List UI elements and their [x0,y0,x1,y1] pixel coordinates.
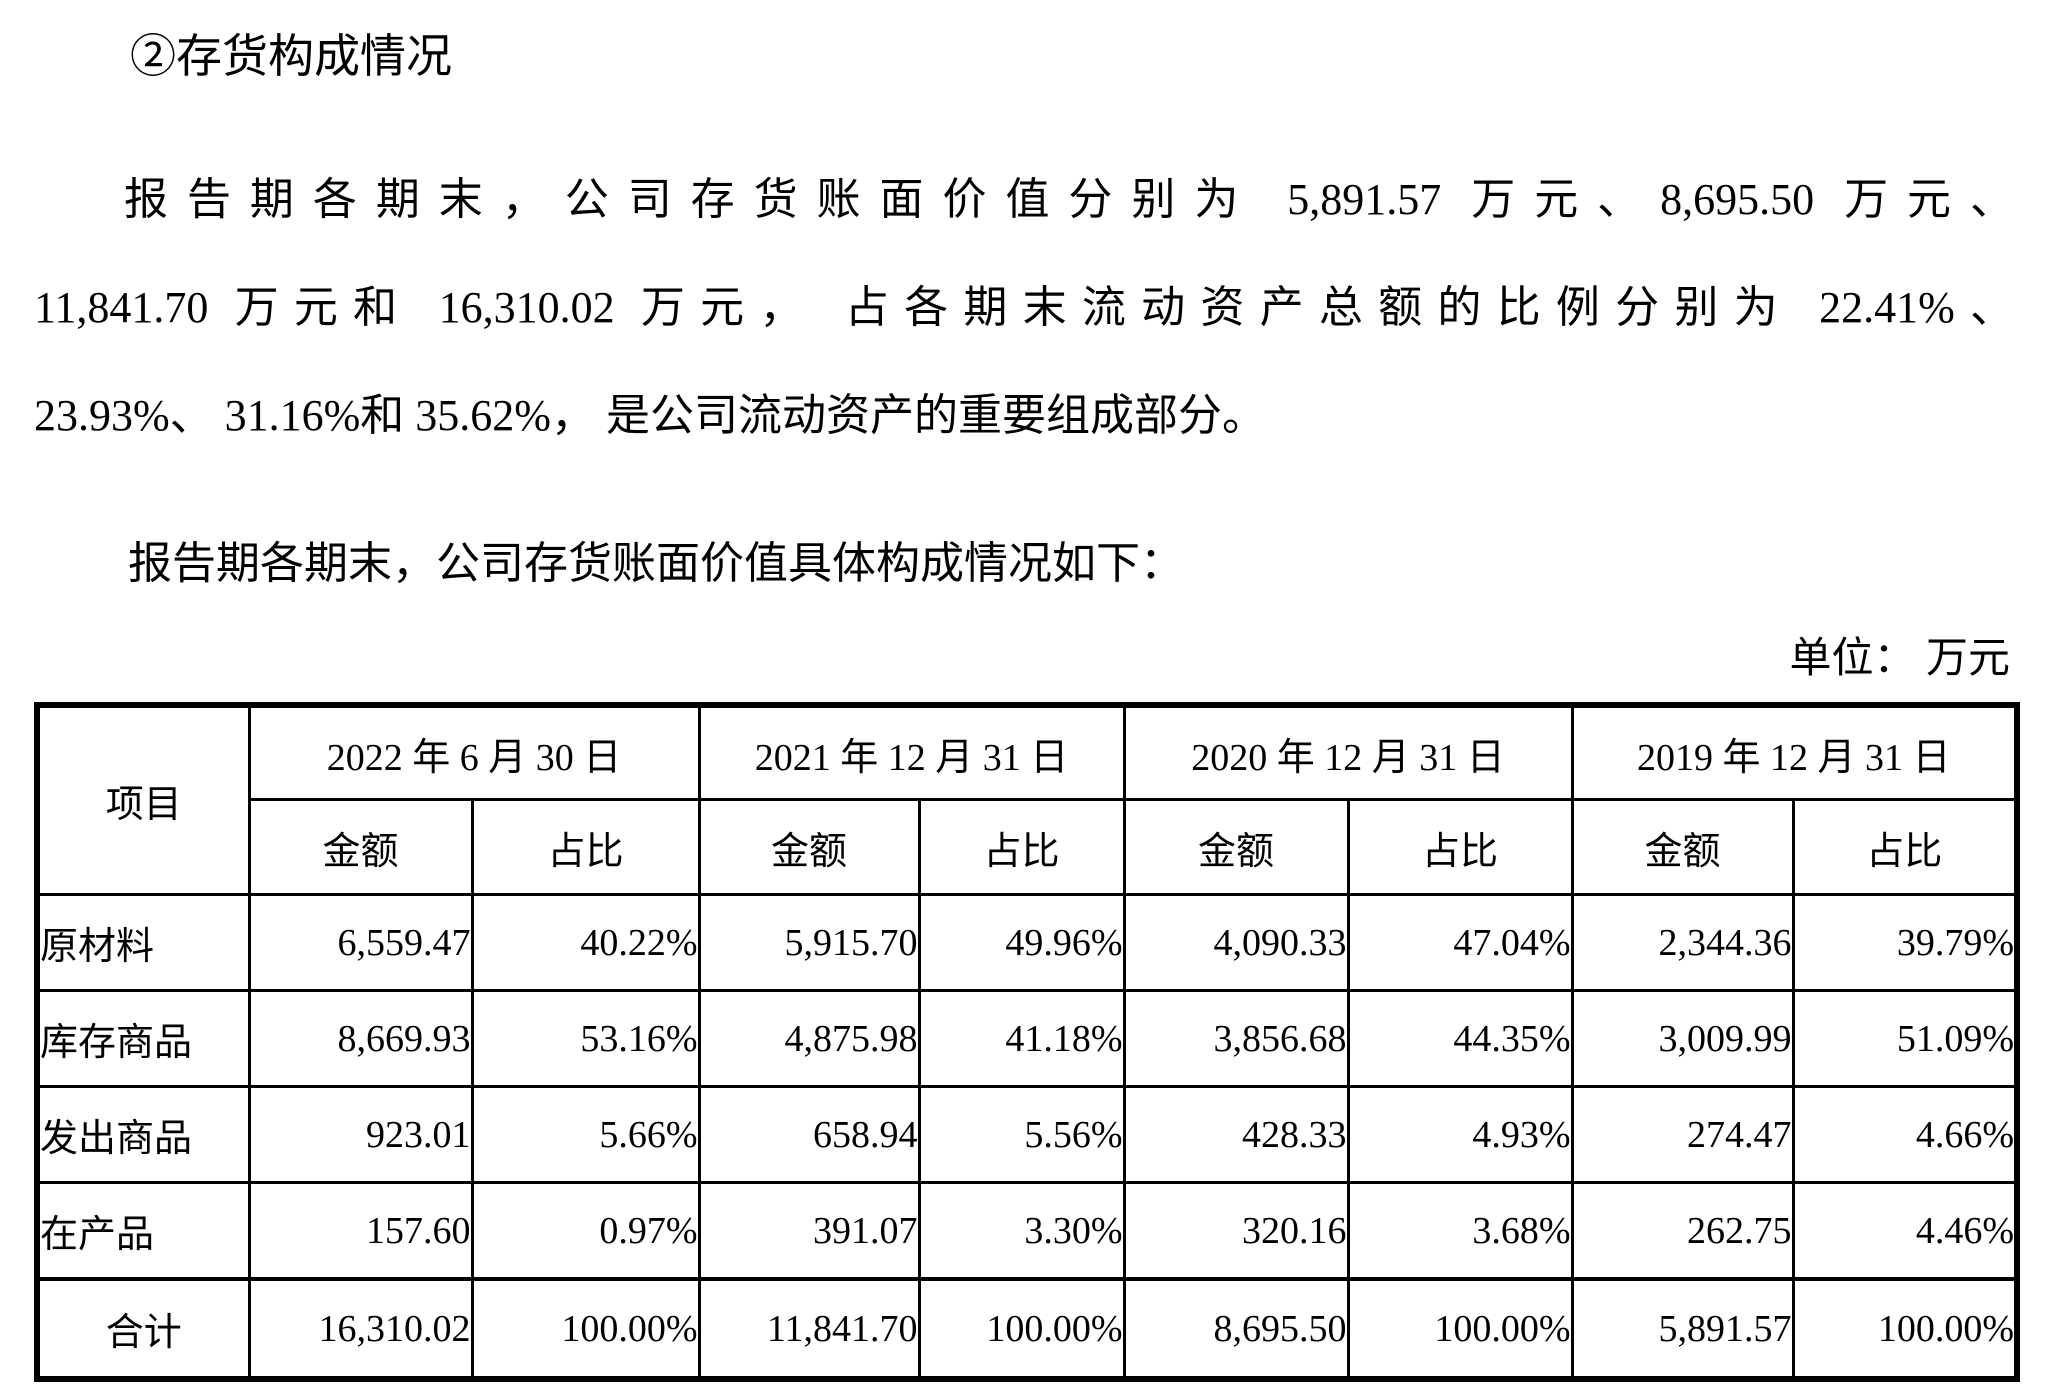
cell-ratio: 40.22% [470,893,701,992]
cell-amount: 391.07 [697,1181,921,1281]
total-cell-amount: 11,841.70 [697,1277,921,1381]
table-row-work-in-progress: 在产品 157.60 0.97% 391.07 3.30% 320.16 3.6… [35,1181,2019,1281]
total-cell-ratio: 100.00% [1346,1277,1574,1381]
header-amount-2022: 金额 [247,798,474,896]
inventory-composition-table: 项目 2022 年 6 月 30 日 2021 年 12 月 31 日 2020… [34,702,2021,1382]
cell-amount: 6,559.47 [247,893,474,992]
header-item: 项目 [35,703,251,896]
cell-amount: 157.60 [247,1181,474,1281]
header-ratio-2021: 占比 [917,798,1126,896]
cell-ratio: 5.66% [470,1085,701,1184]
header-ratio-2022: 占比 [470,798,701,896]
section-title: ②存货构成情况 [130,31,452,82]
cell-ratio: 51.09% [1791,989,2019,1088]
row-item-label: 库存商品 [35,989,251,1088]
cell-amount: 658.94 [697,1085,921,1184]
cell-amount: 4,875.98 [697,989,921,1088]
header-ratio-2020: 占比 [1346,798,1574,896]
paragraph-line-2: 11,841.70 万元和 16,310.02 万元， 占各期末流动资产总额的比… [34,283,2014,332]
cell-ratio: 41.18% [917,989,1126,1088]
table-row-finished-goods: 库存商品 8,669.93 53.16% 4,875.98 41.18% 3,8… [35,989,2019,1088]
cell-ratio: 0.97% [470,1181,701,1281]
cell-ratio: 49.96% [917,893,1126,992]
cell-ratio: 4.66% [1791,1085,2019,1184]
cell-ratio: 4.46% [1791,1181,2019,1281]
table-row-goods-in-transit: 发出商品 923.01 5.66% 658.94 5.56% 428.33 4.… [35,1085,2019,1184]
table-header-subrow: 金额 占比 金额 占比 金额 占比 金额 占比 [37,798,2019,896]
cell-ratio: 47.04% [1346,893,1574,992]
table-row-raw-materials: 原材料 6,559.47 40.22% 5,915.70 49.96% 4,09… [35,893,2019,992]
cell-amount: 274.47 [1570,1085,1795,1184]
table-row-total: 合计 16,310.02 100.00% 11,841.70 100.00% 8… [35,1277,2019,1381]
total-cell-ratio: 100.00% [1791,1277,2019,1381]
cell-amount: 5,915.70 [697,893,921,992]
cell-amount: 8,669.93 [247,989,474,1088]
cell-ratio: 5.56% [917,1085,1126,1184]
cell-amount: 3,009.99 [1570,989,1795,1088]
table-header-periods-row: 项目 2022 年 6 月 30 日 2021 年 12 月 31 日 2020… [35,703,2019,896]
cell-amount: 3,856.68 [1122,989,1350,1088]
unit-label: 单位： 万元 [1789,636,2010,682]
total-cell-amount: 8,695.50 [1122,1277,1350,1381]
paragraph-line-3: 23.93%、 31.16%和 35.62%， 是公司流动资产的重要组成部分。 [34,391,1266,440]
cell-ratio: 4.93% [1346,1085,1574,1184]
cell-amount: 4,090.33 [1122,893,1350,992]
cell-ratio: 3.30% [917,1181,1126,1281]
cell-amount: 428.33 [1122,1085,1350,1184]
row-item-label: 原材料 [35,893,251,992]
total-cell-ratio: 100.00% [470,1277,701,1381]
paragraph-inventory-values: 报告期各期末，公司存货账面价值分别为 5,891.57 万元、8,695.50 … [34,146,2014,470]
header-amount-2019: 金额 [1570,798,1795,896]
paragraph-line-1: 报告期各期末，公司存货账面价值分别为 5,891.57 万元、8,695.50 … [124,175,2014,224]
total-label: 合计 [35,1277,251,1381]
cell-ratio: 39.79% [1791,893,2019,992]
total-cell-ratio: 100.00% [917,1277,1126,1381]
header-period-2019: 2019 年 12 月 31 日 [1570,703,2019,801]
cell-ratio: 44.35% [1346,989,1574,1088]
row-item-label: 在产品 [35,1181,251,1281]
row-item-label: 发出商品 [35,1085,251,1184]
cell-amount: 2,344.36 [1570,893,1795,992]
header-period-2020: 2020 年 12 月 31 日 [1122,703,1574,801]
total-cell-amount: 5,891.57 [1570,1277,1795,1381]
cell-ratio: 3.68% [1346,1181,1574,1281]
header-period-2022: 2022 年 6 月 30 日 [247,703,701,801]
total-cell-amount: 16,310.02 [247,1277,474,1381]
cell-amount: 923.01 [247,1085,474,1184]
cell-amount: 262.75 [1570,1181,1795,1281]
header-period-2021: 2021 年 12 月 31 日 [697,703,1126,801]
cell-ratio: 53.16% [470,989,701,1088]
header-ratio-2019: 占比 [1791,798,2019,896]
header-amount-2020: 金额 [1122,798,1350,896]
header-amount-2021: 金额 [697,798,921,896]
cell-amount: 320.16 [1122,1181,1350,1281]
paragraph-table-intro: 报告期各期末，公司存货账面价值具体构成情况如下： [128,539,1184,588]
